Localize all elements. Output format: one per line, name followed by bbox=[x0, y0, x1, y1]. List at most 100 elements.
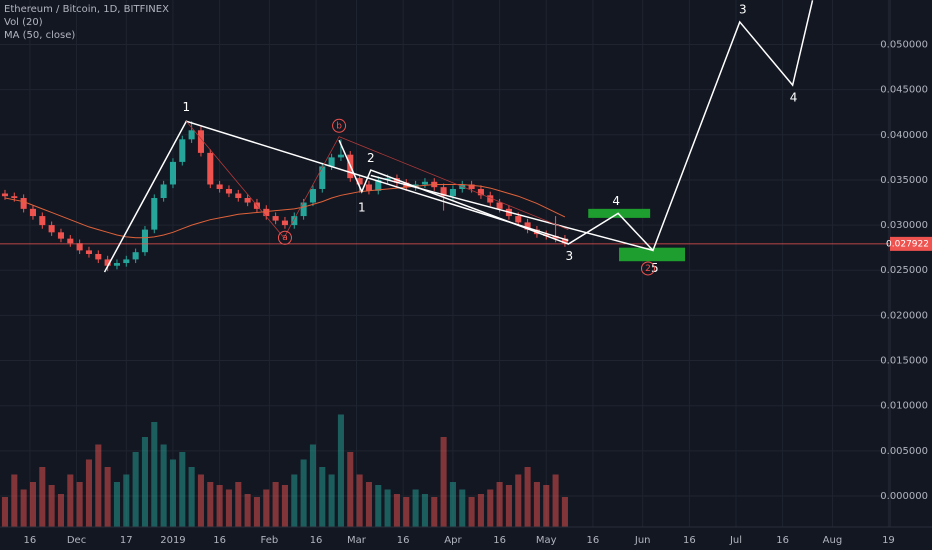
candle-body bbox=[113, 263, 120, 266]
y-tick-label: 0.020000 bbox=[880, 310, 928, 321]
volume-bar bbox=[356, 474, 363, 527]
candle-body bbox=[95, 253, 102, 260]
candle-body bbox=[29, 208, 37, 217]
price-badge bbox=[890, 236, 932, 251]
volume-bar bbox=[104, 467, 111, 527]
volume-bar bbox=[337, 414, 344, 527]
candle-body bbox=[337, 154, 344, 158]
wave-label: 1 bbox=[183, 100, 191, 114]
x-tick-label: 16 bbox=[776, 535, 789, 546]
candle-body bbox=[179, 139, 186, 162]
candle-body bbox=[67, 238, 74, 244]
candle-body bbox=[57, 232, 65, 239]
volume-bar bbox=[319, 467, 326, 527]
wave-label: 4 bbox=[790, 90, 798, 104]
volume-bar bbox=[57, 494, 65, 527]
volume-bar bbox=[375, 485, 382, 527]
volume-bar bbox=[403, 497, 410, 527]
volume-bar bbox=[384, 489, 391, 527]
candle-body bbox=[20, 198, 27, 209]
volume-bar bbox=[487, 489, 494, 527]
candle-body bbox=[160, 184, 167, 199]
x-tick-label: Dec bbox=[67, 535, 86, 546]
volume-bar bbox=[244, 494, 251, 527]
volume-bar bbox=[48, 485, 55, 527]
candle-body bbox=[328, 157, 335, 167]
volume-bar bbox=[85, 459, 93, 527]
candle-body bbox=[263, 208, 270, 217]
volume-bar bbox=[291, 474, 298, 527]
candle-body bbox=[468, 184, 475, 189]
x-tick-label: Feb bbox=[261, 535, 279, 546]
volume-bar bbox=[188, 467, 195, 527]
volume-bar bbox=[216, 485, 223, 527]
x-tick-label: May bbox=[536, 535, 557, 546]
wave-label-circle bbox=[640, 261, 655, 276]
volume-bar bbox=[11, 474, 18, 527]
candle-body bbox=[132, 252, 139, 260]
candle-body bbox=[39, 216, 46, 226]
volume-bar bbox=[459, 489, 466, 527]
volume-bar bbox=[76, 482, 83, 527]
volume-bar bbox=[412, 489, 419, 527]
volume-bar bbox=[263, 489, 270, 527]
volume-bar bbox=[477, 494, 484, 527]
wave-label: 3 bbox=[565, 249, 573, 263]
volume-bar bbox=[552, 474, 559, 527]
volume-bar bbox=[421, 494, 428, 527]
y-tick-label: 0.030000 bbox=[880, 220, 928, 231]
x-tick-label: 16 bbox=[587, 535, 600, 546]
wave-label: b bbox=[336, 121, 342, 131]
x-tick-label: 16 bbox=[493, 535, 506, 546]
x-tick-label: 16 bbox=[397, 535, 410, 546]
candle-body bbox=[496, 202, 503, 209]
candle-body bbox=[11, 196, 18, 199]
volume-bar bbox=[1, 497, 9, 527]
candle-body bbox=[207, 152, 214, 185]
candle-body bbox=[76, 243, 83, 251]
x-tick-label: Jul bbox=[729, 535, 742, 546]
volume-bar bbox=[543, 485, 550, 527]
target-box bbox=[619, 247, 685, 262]
candle-body bbox=[1, 193, 9, 197]
candle-body bbox=[141, 229, 148, 253]
candle-body bbox=[272, 216, 279, 221]
volume-bar bbox=[67, 474, 74, 527]
indicator-label: Vol (20) bbox=[4, 17, 43, 28]
x-tick-label: 17 bbox=[120, 535, 133, 546]
volume-bar bbox=[95, 444, 102, 527]
volume-bar bbox=[179, 452, 186, 527]
wave-label: 2 bbox=[645, 264, 651, 274]
y-tick-label: 0.005000 bbox=[880, 446, 928, 457]
y-tick-label: 0.045000 bbox=[880, 85, 928, 96]
candle-body bbox=[487, 195, 494, 203]
candle-body bbox=[216, 184, 223, 189]
wave-label: 1 bbox=[358, 200, 366, 214]
candle-body bbox=[235, 193, 242, 199]
candle-body bbox=[319, 166, 326, 189]
candle-body bbox=[300, 202, 307, 217]
candle-body bbox=[123, 259, 130, 264]
candle-body bbox=[449, 188, 456, 197]
x-tick-label: Apr bbox=[444, 535, 462, 546]
volume-bar bbox=[169, 459, 176, 527]
wave-line bbox=[338, 0, 814, 252]
volume-bar bbox=[151, 422, 158, 527]
wave-label-circle bbox=[332, 118, 347, 133]
volume-bar bbox=[235, 482, 242, 527]
volume-bar bbox=[29, 482, 37, 527]
y-tick-label: 0.025000 bbox=[880, 265, 928, 276]
volume-bar bbox=[393, 494, 400, 527]
wave-label: 4 bbox=[612, 194, 620, 208]
volume-bar bbox=[39, 467, 46, 527]
volume-bar bbox=[505, 485, 512, 527]
candle-body bbox=[524, 222, 531, 230]
candle-body bbox=[151, 198, 158, 230]
volume-bar bbox=[20, 489, 27, 527]
target-box bbox=[588, 208, 651, 218]
x-tick-label: 2019 bbox=[160, 535, 185, 546]
candle-body bbox=[188, 130, 195, 140]
volume-bar bbox=[132, 452, 139, 527]
candle-body bbox=[169, 161, 176, 185]
